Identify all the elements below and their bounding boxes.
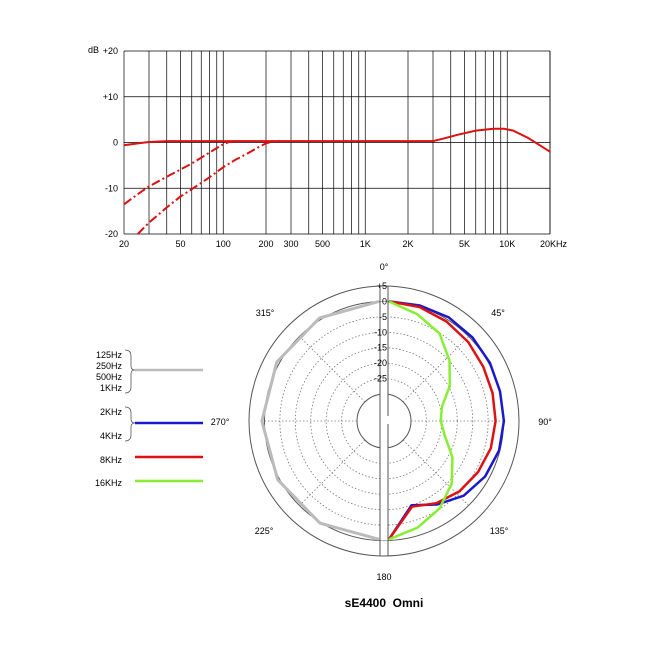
polar-radius-tick: -25: [374, 374, 387, 384]
frequency-grid: [123, 50, 551, 235]
polar-spoke: [299, 336, 366, 403]
y-tick-label: -10: [105, 183, 118, 193]
legend-label: 2KHz: [100, 407, 123, 417]
legend-entry: 8KHz: [100, 455, 203, 465]
polar-radius-tick: 0: [382, 296, 387, 306]
y-tick-label: -20: [105, 229, 118, 239]
frequency-y-tick-labels: +20 +10 0 -10 -20: [103, 46, 118, 239]
polar-radius-tick: +5: [377, 281, 387, 291]
polar-angle-label: 135°: [490, 526, 509, 536]
polar-angle-label: 270°: [211, 417, 230, 427]
legend-entry: 16KHz: [95, 478, 203, 488]
polar-radius-tick-labels: +5 0 -5 -10 -15 -20 -25: [374, 281, 387, 384]
polar-pattern-line: [388, 300, 454, 541]
x-tick-label: 50: [175, 239, 185, 249]
x-tick-label: 500: [315, 239, 330, 249]
chart-title: sE4400 Omni: [345, 596, 424, 610]
x-tick-label: 5K: [459, 239, 470, 249]
legend-label: 250Hz: [96, 361, 123, 371]
legend-label: 1KHz: [100, 383, 123, 393]
legend-label: 500Hz: [96, 372, 123, 382]
legend-label: 4KHz: [100, 431, 123, 441]
polar-pattern-line: [260, 299, 380, 541]
legend-brace: [124, 406, 136, 442]
frequency-x-tick-labels: 20 50 100 200 300 500 1K 2K 5K 10K 20KHz: [119, 239, 568, 249]
x-tick-label: 10K: [499, 239, 515, 249]
legend-entry: 2KHz 4KHz: [100, 406, 203, 442]
x-tick-label: 20: [119, 239, 129, 249]
polar-angle-label: 225°: [255, 526, 274, 536]
y-tick-label: +20: [103, 46, 118, 56]
x-tick-label: 1K: [360, 239, 371, 249]
legend-label: 125Hz: [96, 350, 123, 360]
polar-angle-label: 315°: [256, 308, 275, 318]
low-cut-dashed-line: [123, 140, 240, 206]
y-tick-label: 0: [113, 138, 118, 148]
polar-grid: [248, 285, 520, 557]
x-tick-label: 300: [283, 239, 298, 249]
x-tick-label: 20KHz: [540, 239, 568, 249]
legend-label: 8KHz: [100, 455, 123, 465]
polar-radius-tick: -20: [374, 358, 387, 368]
polar-spoke: [299, 439, 366, 506]
polar-series: [260, 299, 506, 541]
y-unit-label: dB: [88, 45, 99, 55]
x-tick-label: 2K: [402, 239, 413, 249]
polar-pattern-line: [387, 300, 506, 540]
polar-pattern-line: [387, 300, 497, 541]
legend-brace: [124, 349, 136, 394]
x-tick-label: 100: [216, 239, 231, 249]
polar-spoke: [402, 439, 469, 506]
frequency-response-line: [123, 127, 551, 153]
polar-radius-tick: -5: [379, 312, 387, 322]
polar-angle-labels: 0° 45° 90° 135° 180 225° 270° 315°: [211, 262, 553, 582]
legend-label: 16KHz: [95, 478, 123, 488]
polar-angle-label: 90°: [538, 417, 552, 427]
y-tick-label: +10: [103, 92, 118, 102]
polar-radius-tick: -10: [374, 327, 387, 337]
frequency-series: [123, 127, 551, 235]
polar-angle-label: 45°: [491, 308, 505, 318]
x-tick-label: 200: [258, 239, 273, 249]
polar-spoke: [402, 336, 469, 403]
polar-pattern-chart: +5 0 -5 -10 -15 -20 -25 0° 45° 90° 135° 180 225° 270…: [211, 262, 553, 582]
frequency-response-chart: 20 50 100 200 300 500 1K 2K 5K 10K 20KHz +20 +10 0 -1…: [88, 45, 568, 249]
polar-angle-label: 0°: [380, 262, 389, 272]
low-cut-dashed-line: [137, 140, 280, 235]
polar-angle-label: 180: [376, 572, 391, 582]
polar-radius-tick: -15: [374, 343, 387, 353]
polar-axis-channel: [380, 301, 388, 541]
